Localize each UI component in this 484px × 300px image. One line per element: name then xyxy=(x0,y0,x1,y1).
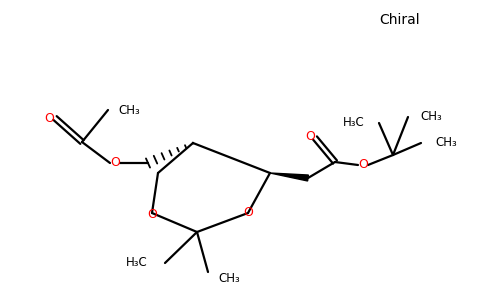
Text: O: O xyxy=(358,158,368,172)
Text: CH₃: CH₃ xyxy=(218,272,240,284)
Text: O: O xyxy=(110,157,120,169)
Text: O: O xyxy=(44,112,54,124)
Text: Chiral: Chiral xyxy=(379,13,420,27)
Text: CH₃: CH₃ xyxy=(118,103,140,116)
Text: CH₃: CH₃ xyxy=(435,136,457,149)
Text: O: O xyxy=(243,206,253,220)
Text: O: O xyxy=(147,208,157,220)
Text: CH₃: CH₃ xyxy=(420,110,442,124)
Text: O: O xyxy=(305,130,315,142)
Polygon shape xyxy=(270,173,308,181)
Text: H₃C: H₃C xyxy=(126,256,148,269)
Text: H₃C: H₃C xyxy=(343,116,365,130)
